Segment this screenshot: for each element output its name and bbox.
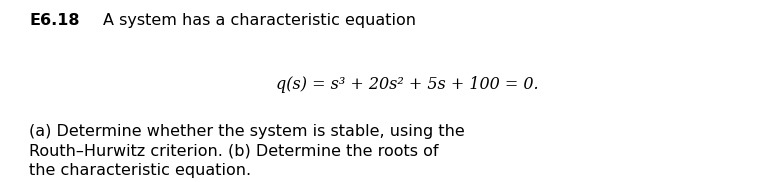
Text: q(s) = s³ + 20s² + 5s + 100 = 0.: q(s) = s³ + 20s² + 5s + 100 = 0. xyxy=(276,76,538,92)
Text: (a) Determine whether the system is stable, using the
Routh–Hurwitz criterion. (: (a) Determine whether the system is stab… xyxy=(29,124,465,178)
Text: E6.18: E6.18 xyxy=(29,13,80,28)
Text: A system has a characteristic equation: A system has a characteristic equation xyxy=(103,13,417,28)
